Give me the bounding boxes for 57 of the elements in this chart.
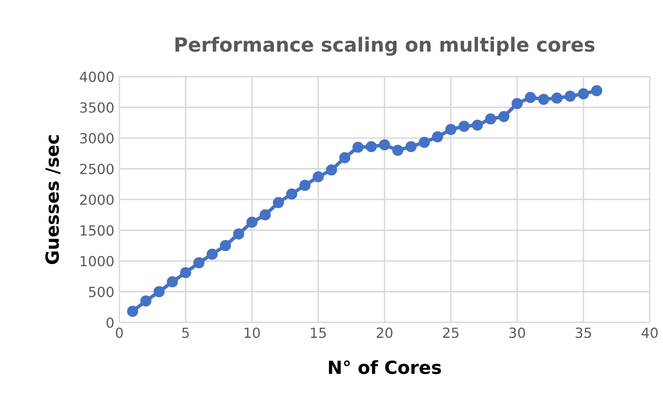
point [154, 286, 165, 298]
point [339, 152, 350, 164]
x-tick-label: 20 [376, 328, 392, 338]
point [524, 92, 536, 104]
point [326, 164, 338, 176]
point [512, 98, 523, 110]
point [180, 267, 192, 278]
x-tick-label: 30 [509, 328, 526, 338]
point [564, 90, 576, 102]
point [591, 85, 602, 96]
point [166, 276, 178, 288]
point [538, 94, 550, 105]
point [498, 110, 510, 122]
point [260, 209, 271, 220]
x-tick-label: 0 [116, 328, 123, 338]
point [472, 120, 483, 131]
chart-title: Performance scaling on multiple cores [175, 36, 594, 56]
point [286, 188, 298, 200]
point [272, 197, 284, 208]
y-tick-label: 500 [89, 286, 114, 298]
point [551, 92, 562, 104]
y-tick-label: 0 [106, 317, 114, 328]
point [445, 124, 456, 135]
y-tick-label: 2000 [80, 194, 114, 205]
x-tick-label: 40 [642, 328, 658, 338]
point [127, 306, 138, 317]
point [378, 139, 390, 150]
point [233, 228, 244, 240]
x-tick-label: 5 [182, 328, 189, 338]
y-tick-label: 3000 [80, 132, 114, 144]
point [312, 171, 324, 182]
point [193, 257, 204, 268]
point [299, 180, 311, 191]
point [246, 216, 258, 228]
point [140, 295, 152, 306]
x-axis-title: N° of Cores [328, 360, 441, 374]
point [432, 131, 444, 142]
point [578, 88, 589, 100]
x-tick-label: 35 [576, 328, 592, 338]
point [418, 136, 430, 148]
point [352, 142, 364, 153]
x-tick-label: 10 [244, 328, 260, 338]
point [458, 120, 470, 132]
point [366, 141, 377, 152]
y-tick-label: 1000 [80, 256, 114, 266]
y-tick-label: 2500 [80, 164, 114, 174]
x-tick-label: 25 [443, 328, 458, 338]
point [206, 248, 218, 260]
point [220, 240, 231, 252]
y-tick-label: 4000 [80, 72, 114, 82]
point [392, 144, 404, 156]
x-tick-label: 15 [310, 328, 326, 338]
y-axis-title: Guesses /sec [45, 135, 60, 264]
y-tick-label: 1500 [80, 225, 114, 236]
y-tick-label: 3500 [80, 102, 114, 113]
point [485, 113, 496, 125]
point [406, 141, 417, 152]
